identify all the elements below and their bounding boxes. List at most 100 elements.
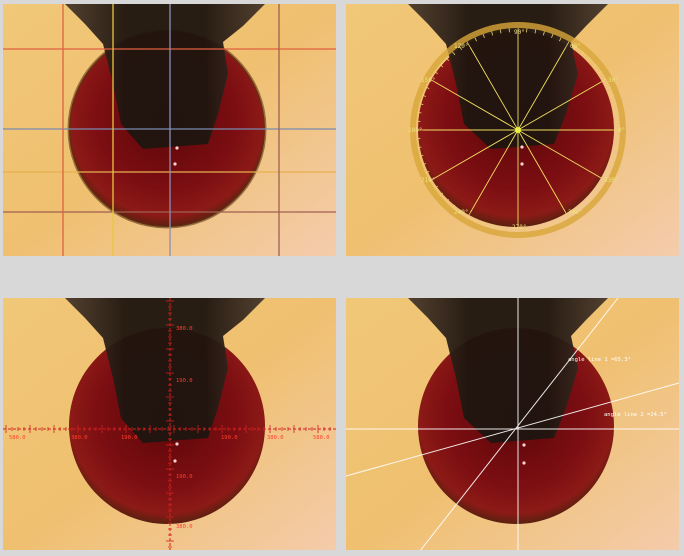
protractor-tick — [587, 199, 591, 203]
protractor-ring — [410, 22, 626, 238]
protractor-spoke — [517, 47, 566, 131]
protractor-tick — [419, 154, 424, 157]
protractor-tick — [599, 176, 607, 182]
protractor-tick — [434, 71, 438, 75]
angle-label-330: 330° — [604, 177, 618, 184]
grid-lines — [3, 4, 336, 256]
ruler-label-vt1: 380.0 — [176, 326, 193, 332]
angle-label-90: 90° — [514, 29, 525, 36]
protractor-tick — [580, 51, 584, 56]
protractor-tick — [598, 185, 602, 189]
angle-line-2[interactable] — [346, 382, 679, 477]
protractor-tick — [429, 176, 437, 182]
protractor-tick — [573, 210, 577, 214]
protractor-tick — [609, 94, 614, 97]
protractor-tick — [459, 46, 463, 50]
marker-dot — [175, 146, 179, 150]
protractor-tick — [429, 78, 437, 84]
angle-label-210: 210° — [421, 177, 435, 184]
angle-label-30: 30° — [608, 77, 619, 84]
angle-label-0: 0° — [618, 127, 625, 134]
protractor-tick — [419, 103, 424, 106]
center-point — [515, 127, 521, 133]
protractor-tick — [482, 221, 485, 226]
ruler-label-hl1: 380.0 — [71, 435, 88, 441]
protractor-tick — [614, 111, 619, 114]
angle-label-60: 60° — [570, 43, 581, 50]
protractor-tick — [499, 226, 502, 231]
ruler-ticks — [5, 300, 331, 548]
protractor-tick — [606, 171, 611, 174]
protractor-tick — [491, 224, 494, 229]
protractor-tick — [425, 86, 430, 89]
needle — [408, 298, 608, 443]
protractor-tick — [439, 64, 444, 68]
angle-label-270: 270° — [512, 224, 526, 231]
protractor-tick — [542, 224, 545, 229]
protractor-tick — [439, 192, 444, 196]
needle — [65, 298, 265, 443]
protractor-ticks — [416, 28, 620, 232]
angle-line-2-label: angle line 2 =24.5° — [604, 412, 667, 418]
protractor-tick — [466, 211, 472, 219]
marker-dot — [520, 162, 524, 166]
protractor-tick — [564, 211, 570, 219]
angle-label-150: 150° — [421, 77, 435, 84]
grid-overlay-view[interactable] — [3, 4, 336, 256]
protractor-tick — [445, 57, 449, 61]
ruler-label-hfl: 580.0 — [9, 435, 26, 441]
ruler-label-vb1: 190.0 — [176, 474, 193, 480]
marker-dot — [522, 443, 526, 447]
marker-dot — [173, 459, 177, 463]
protractor-spoke — [517, 82, 601, 131]
protractor-tick — [580, 204, 584, 209]
protractor-tick — [564, 41, 570, 49]
marker-dot — [522, 461, 526, 465]
protractor-tick — [534, 226, 537, 231]
protractor-tick — [459, 210, 463, 214]
protractor-spoke — [435, 82, 519, 131]
protractor-tick — [452, 204, 456, 209]
protractor-tick — [612, 103, 617, 106]
protractor-tick — [474, 218, 477, 223]
marker-dot — [173, 162, 177, 166]
protractor-tick — [534, 29, 537, 34]
angle-line-1-label: angle line 1 =65.3° — [568, 357, 631, 363]
protractor-spoke — [517, 129, 601, 178]
protractor-tick — [417, 111, 422, 114]
ruler-label-vb2: 380.0 — [176, 524, 193, 530]
protractor-tick — [499, 29, 502, 34]
protractor-overlay-view[interactable]: 90° 120° 60° 150° 30° 180° 0° 210° 330° … — [346, 4, 679, 256]
ruler-label-hfr: 580.0 — [313, 435, 330, 441]
protractor-tick — [551, 34, 554, 39]
protractor-tick — [606, 86, 611, 89]
angle-lines-overlay-view[interactable]: angle line 1 =65.3° angle line 2 =24.5° — [346, 298, 679, 550]
ruler-label-hr1: 190.0 — [221, 435, 238, 441]
angle-line-1[interactable] — [416, 298, 619, 550]
protractor-tick — [422, 163, 427, 166]
protractor-tick — [551, 221, 554, 226]
protractor-tick — [434, 185, 438, 189]
protractor-tick — [559, 218, 562, 223]
protractor-tick — [592, 192, 597, 196]
protractor-tick — [609, 163, 614, 166]
ruler-label-vt2: 190.0 — [176, 378, 193, 384]
protractor-tick — [559, 37, 562, 42]
protractor-tick — [587, 57, 591, 61]
protractor-tick — [614, 146, 619, 149]
protractor-spokes — [423, 35, 613, 225]
angle-label-240: 240° — [454, 209, 468, 216]
ruler-overlay-view[interactable]: 380.0 190.0 190.0 380.0 580.0 380.0 190.… — [3, 298, 336, 550]
protractor-tick — [422, 94, 427, 97]
protractor-tick — [425, 171, 430, 174]
marker-dot — [175, 442, 179, 446]
ruler-label-hr2: 380.0 — [267, 435, 284, 441]
protractor-tick — [573, 46, 577, 50]
protractor-tick — [491, 31, 494, 36]
protractor-tick — [452, 51, 456, 56]
protractor-tick — [482, 34, 485, 39]
protractor-tick — [598, 71, 602, 75]
protractor-tick — [542, 31, 545, 36]
ruler-label-hl2: 190.0 — [121, 435, 138, 441]
protractor-tick — [417, 146, 422, 149]
